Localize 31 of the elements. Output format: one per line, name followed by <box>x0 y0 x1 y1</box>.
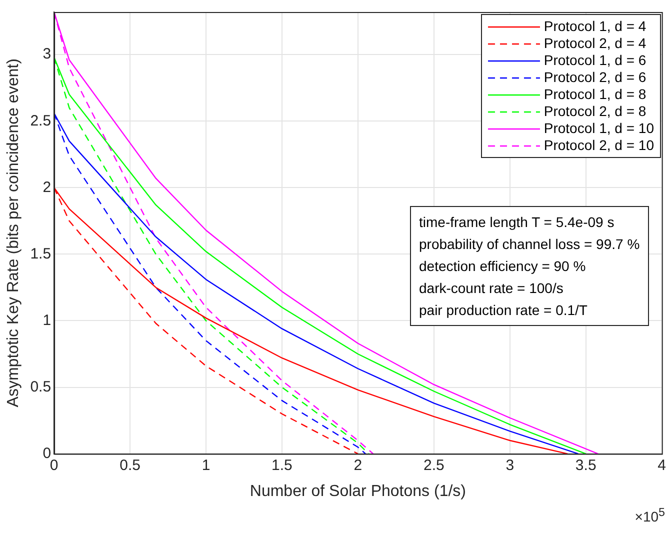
annotation: probability of channel loss = 99.7 % <box>419 235 640 254</box>
x-tick-label: 3 <box>506 456 514 474</box>
y-tick-label: 1 <box>42 312 52 329</box>
legend-label: Protocol 1, d = 6 <box>544 52 646 69</box>
legend-label: Protocol 2, d = 10 <box>544 137 654 154</box>
annotation: time-frame length T = 5.4e-09 s <box>419 213 616 232</box>
legend-label: Protocol 2, d = 8 <box>544 103 646 120</box>
x-tick-label: 3.5 <box>575 456 596 474</box>
x-tick-label: 2 <box>354 456 362 474</box>
y-tick-label: 1.5 <box>30 245 52 262</box>
annotation: detection efficiency = 90 % <box>419 257 587 276</box>
annotation: pair production rate = 0.1/T <box>419 301 588 320</box>
y-tick-label: 0 <box>42 444 52 462</box>
y-axis-title: Asymptotic Key Rate (bits per coincidence event) <box>5 58 22 408</box>
y-tick-label: 2.5 <box>30 112 52 130</box>
x-axis-title: Number of Solar Photons (1/s) <box>250 482 466 500</box>
y-tick-label: 2 <box>42 178 52 196</box>
x-tick-label: 4 <box>658 456 666 474</box>
x-tick-label: 1 <box>202 456 210 474</box>
y-tick-label: 3 <box>42 46 52 63</box>
x-tick-label: 1.5 <box>272 456 292 474</box>
legend-label: Protocol 1, d = 10 <box>544 120 654 137</box>
legend-label: Protocol 1, d = 8 <box>544 86 646 103</box>
y-tick-label: 0.5 <box>30 378 52 396</box>
x-tick-label: 2.5 <box>423 456 444 474</box>
legend-label: Protocol 2, d = 4 <box>544 35 646 52</box>
legend-label: Protocol 1, d = 4 <box>544 18 646 35</box>
x-tick-label: 0.5 <box>120 456 140 474</box>
legend-label: Protocol 2, d = 6 <box>544 69 646 86</box>
annotation: dark-count rate = 100/s <box>419 279 564 298</box>
text: ×10$^{5}$ <box>634 506 665 525</box>
